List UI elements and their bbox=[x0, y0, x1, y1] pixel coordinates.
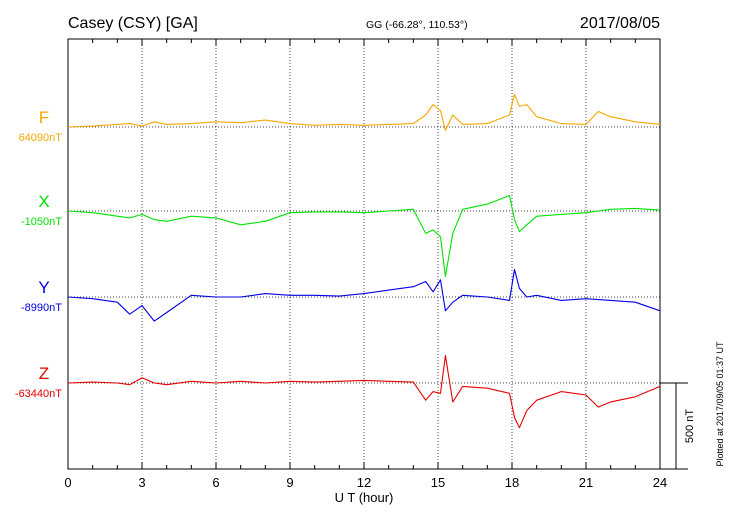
x-axis-label: U T (hour) bbox=[335, 490, 394, 505]
x-axis-tick-labels: 0 3 6 9 12 15 18 21 24 bbox=[64, 475, 667, 490]
component-name-f: F bbox=[39, 108, 49, 127]
series-z-line bbox=[67, 354, 661, 429]
scale-bar-label: 500 nT bbox=[684, 409, 696, 444]
series-y-line bbox=[67, 268, 661, 322]
plotted-timestamp: Plotted at 2017/09/05 01:37 UT bbox=[715, 341, 725, 467]
series-x-line bbox=[67, 194, 661, 277]
series-f-line bbox=[67, 93, 661, 131]
component-baseline-x: -1050nT bbox=[21, 216, 62, 228]
coordinates-label: GG (-66.28°, 110.53°) bbox=[366, 19, 468, 31]
x-tick-label: 3 bbox=[138, 475, 145, 490]
component-name-z: Z bbox=[39, 364, 49, 383]
component-baseline-f: 64090nT bbox=[19, 132, 63, 144]
x-tick-label: 15 bbox=[431, 475, 445, 490]
plot-frame bbox=[67, 38, 661, 470]
series-traces bbox=[67, 93, 661, 429]
gridlines bbox=[141, 39, 587, 469]
scale-bar: 500 nT bbox=[660, 382, 696, 470]
x-tick-label: 9 bbox=[286, 475, 293, 490]
x-tick-label: 6 bbox=[212, 475, 219, 490]
station-title: Casey (CSY) [GA] bbox=[68, 15, 198, 32]
component-baseline-y: -8990nT bbox=[21, 302, 62, 314]
x-tick-label: 21 bbox=[579, 475, 593, 490]
x-axis-ticks bbox=[67, 39, 661, 469]
component-name-y: Y bbox=[38, 278, 49, 297]
date-label: 2017/08/05 bbox=[580, 15, 660, 32]
component-labels: F 64090nT X -1050nT Y -8990nT Z -63440nT bbox=[15, 108, 62, 400]
component-baseline-z: -63440nT bbox=[15, 388, 62, 400]
x-tick-label: 12 bbox=[357, 475, 371, 490]
x-tick-label: 18 bbox=[505, 475, 519, 490]
component-name-x: X bbox=[38, 192, 49, 211]
x-tick-label: 0 bbox=[64, 475, 71, 490]
x-tick-label: 24 bbox=[653, 475, 667, 490]
